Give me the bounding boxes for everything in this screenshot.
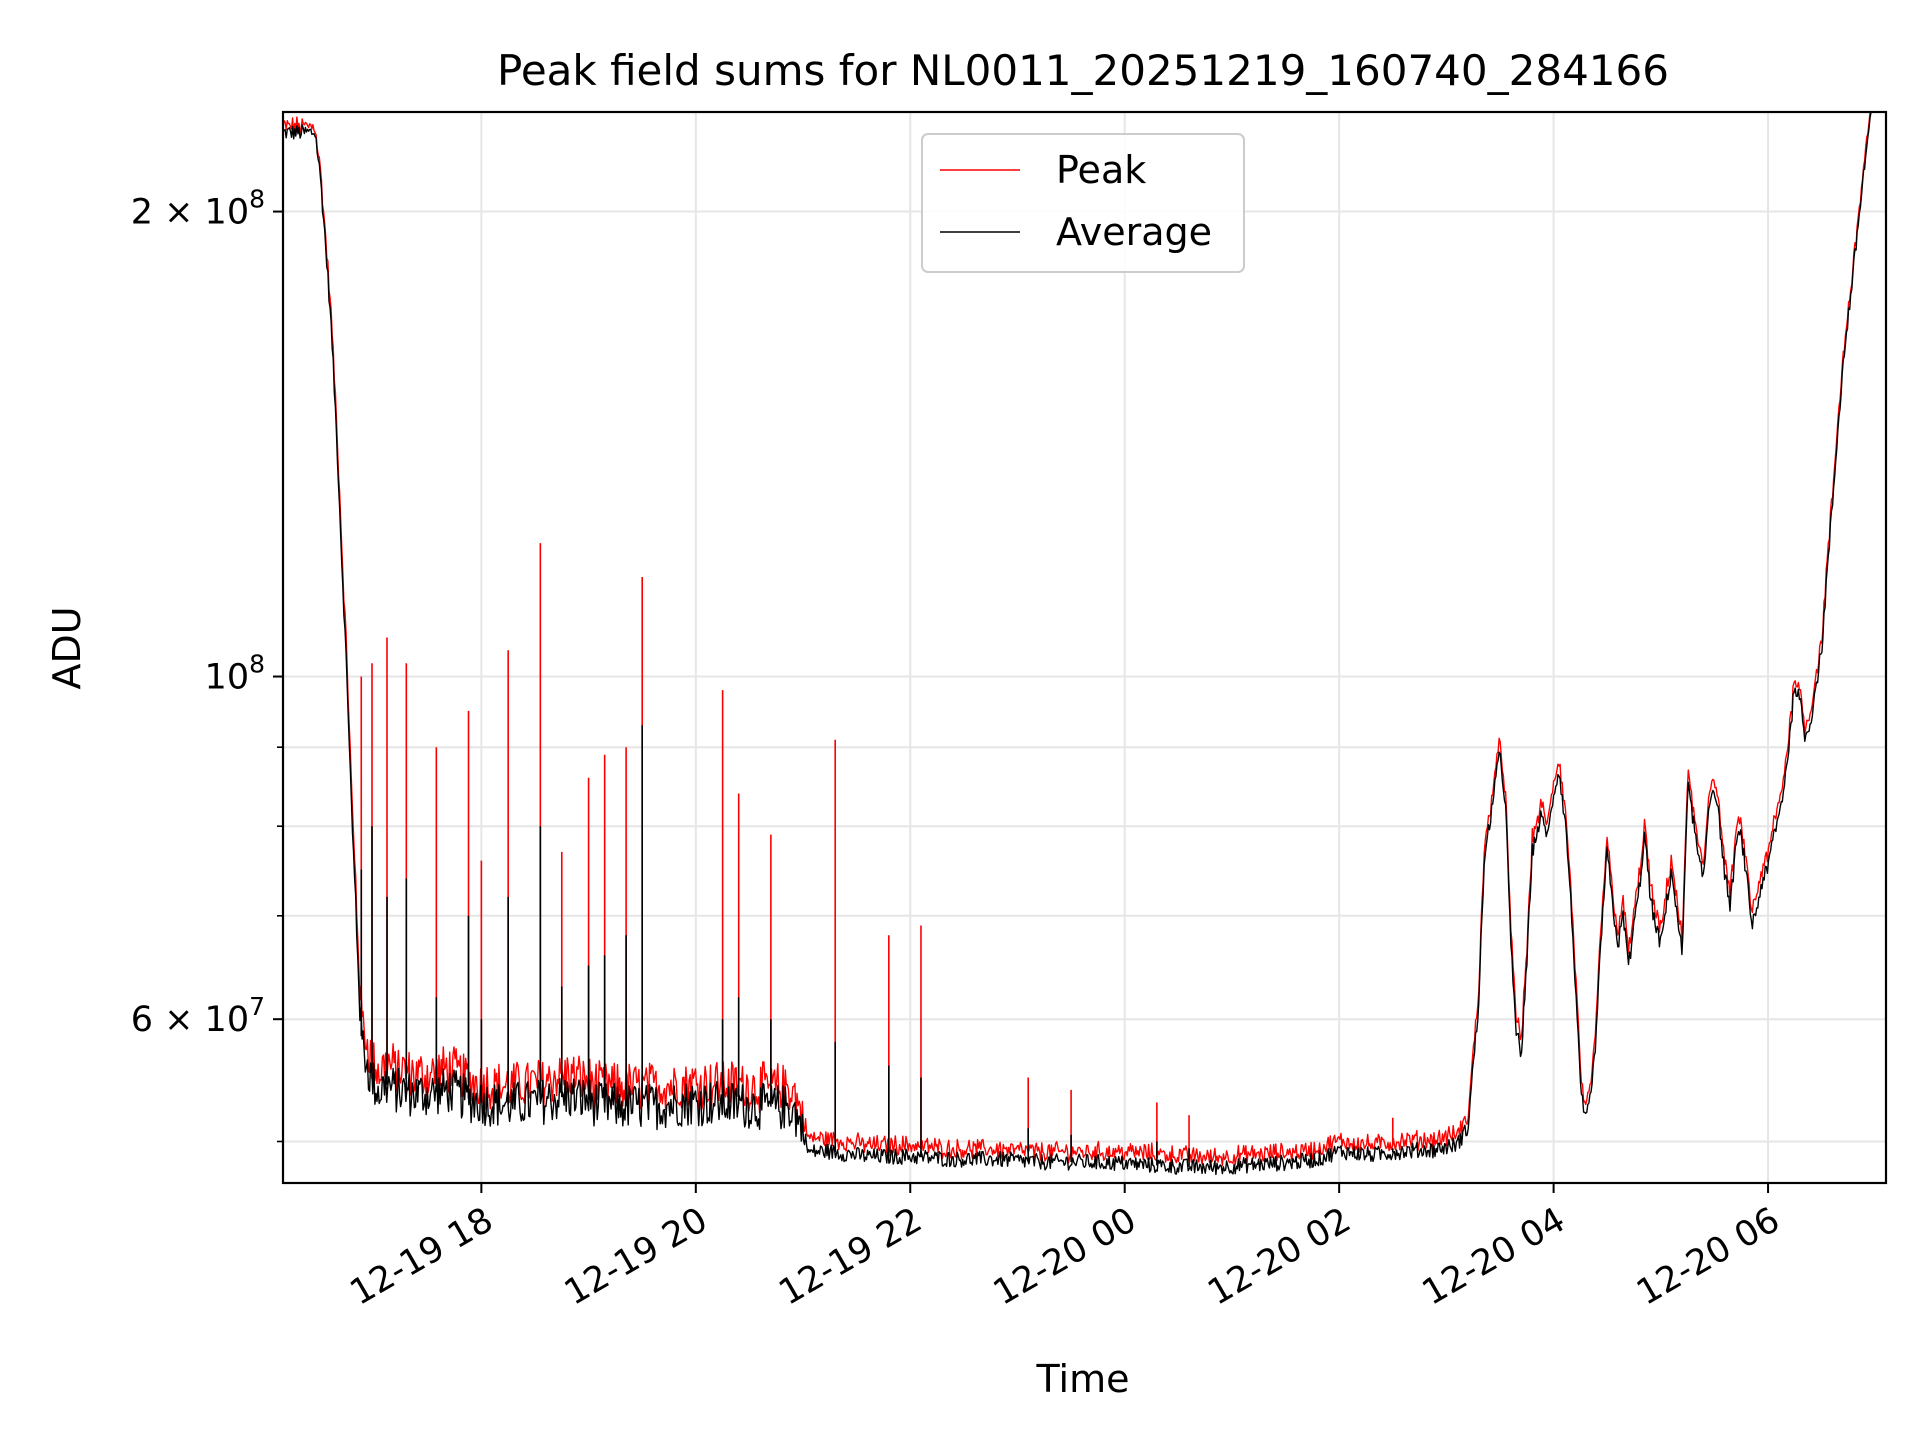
series-line-peak: [283, 112, 1871, 1167]
y-tick-label-base: 10: [205, 658, 250, 698]
y-tick-label: 2 × 108: [131, 185, 265, 233]
y-tick-label-exponent: 7: [249, 992, 265, 1021]
y-tick-label: 108: [205, 650, 265, 698]
y-axis-label: ADU: [45, 606, 89, 689]
axes-frame: [281, 110, 1888, 1185]
legend: Peak Average: [921, 133, 1245, 273]
legend-label-average: Average: [1056, 210, 1212, 254]
legend-label-peak: Peak: [1056, 148, 1146, 192]
y-tick-label-exponent: 8: [249, 650, 265, 679]
x-axis-label: Time: [1036, 1357, 1130, 1401]
plot-series-group: [283, 112, 1872, 1176]
chart-title: Peak field sums for NL0011_20251219_1607…: [497, 46, 1669, 95]
y-tick-label-exponent: 8: [249, 185, 265, 214]
y-tick-label: 6 × 107: [131, 992, 265, 1040]
y-tick-label-base: 2 × 10: [131, 193, 249, 233]
plot-area: [283, 112, 1872, 1176]
legend-box: [921, 133, 1245, 273]
series-line-average: [283, 112, 1872, 1176]
y-tick-label-base: 6 × 10: [131, 1000, 249, 1040]
